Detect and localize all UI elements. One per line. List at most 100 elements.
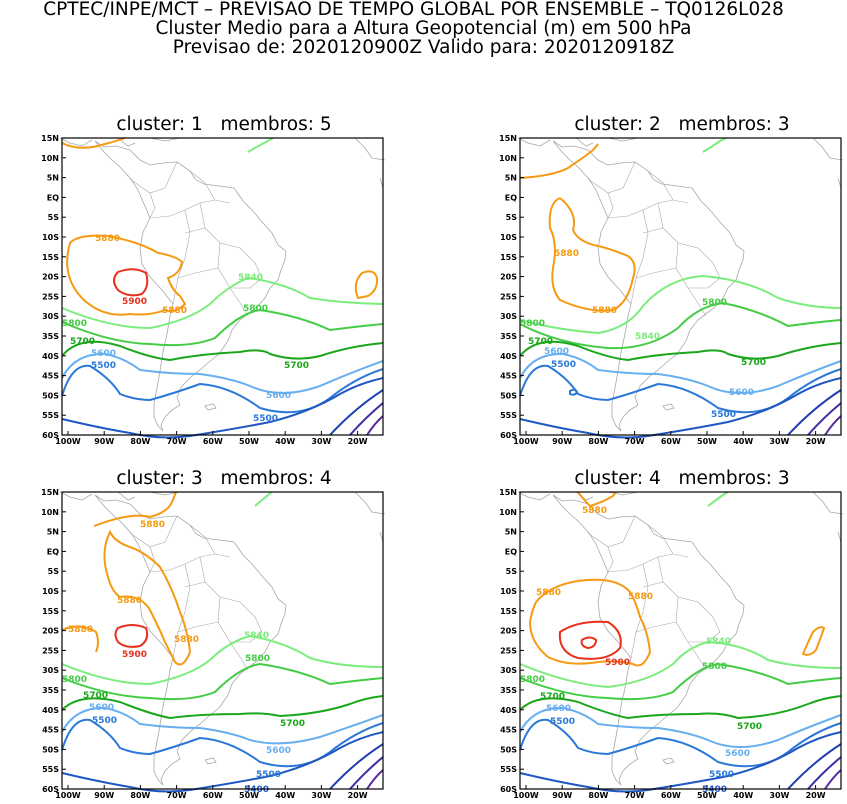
contour-5400 bbox=[519, 377, 842, 439]
contour-5600 bbox=[519, 706, 842, 748]
lon-tick-label: 80W bbox=[588, 437, 608, 446]
contour-label: 5800 bbox=[702, 298, 727, 308]
contour-label: 5500 bbox=[551, 360, 576, 370]
lon-tick-label: 40W bbox=[733, 437, 753, 446]
contour-label: 5800 bbox=[243, 304, 268, 314]
contour-5880-center bbox=[548, 197, 636, 312]
contour-5880-north bbox=[519, 143, 599, 179]
contour-5200 bbox=[349, 402, 384, 436]
contour-label: 5600 bbox=[729, 388, 754, 398]
contour-5200 bbox=[807, 756, 842, 790]
contour-5100 bbox=[366, 769, 384, 790]
lat-tick-label: 40S bbox=[42, 352, 59, 361]
lat-tick-label: 25S bbox=[500, 292, 517, 301]
contour-label: 5900 bbox=[122, 650, 147, 660]
contour-5900 bbox=[558, 620, 622, 660]
contour-5880-east bbox=[801, 626, 826, 656]
contour-label: 5500 bbox=[91, 361, 116, 371]
lat-tick-label: 5N bbox=[505, 174, 517, 183]
contour-5400 bbox=[61, 731, 384, 793]
contour-label: 5840 bbox=[706, 637, 731, 647]
lon-tick-label: 40W bbox=[733, 791, 753, 800]
contour-label: 5600 bbox=[725, 749, 750, 759]
lon-axis: 100W 90W 80W 70W 60W 50W 40W 30W 20W bbox=[55, 431, 368, 446]
contour-5700 bbox=[61, 340, 384, 362]
lat-tick-label: 5N bbox=[47, 174, 59, 183]
lat-axis: 15N 10N 5N EQ 5S 10S 15S 20S 25S 30S 35S 40S 45S 50S 5… bbox=[499, 488, 524, 794]
lat-tick-label: 20S bbox=[500, 627, 517, 636]
contour-label: 5700 bbox=[741, 358, 766, 368]
contour-label: 5900 bbox=[605, 658, 630, 668]
contour-5400 bbox=[519, 731, 842, 793]
contour-label: 5600 bbox=[266, 391, 291, 401]
header-subtitle-line: Cluster Medio para a Altura Geopotencial… bbox=[155, 18, 692, 39]
lat-tick-label: 15N bbox=[41, 134, 59, 143]
contour-label: 5880 bbox=[68, 625, 93, 635]
contour-5500 bbox=[61, 364, 384, 414]
lat-tick-label: 15S bbox=[42, 253, 59, 262]
contour-5600 bbox=[61, 706, 384, 745]
contour-5200 bbox=[807, 402, 842, 436]
contour-5200 bbox=[349, 756, 384, 790]
map-frame bbox=[519, 137, 842, 436]
contour-5880-center bbox=[528, 578, 652, 667]
south-america-coast bbox=[552, 140, 745, 432]
contour-label: 5880 bbox=[582, 506, 607, 516]
contour-label: 5880 bbox=[592, 306, 617, 316]
lat-tick-label: 10N bbox=[41, 154, 59, 163]
lon-tick-label: 40W bbox=[275, 437, 295, 446]
lat-tick-label: 15N bbox=[499, 134, 517, 143]
contour-label: 5700 bbox=[540, 692, 565, 702]
lat-tick-label: 15N bbox=[41, 488, 59, 497]
contour-labels: 5900 5880 5880 5840 5800 5800 5700 5700 … bbox=[62, 234, 309, 424]
lon-tick-label: 100W bbox=[513, 791, 539, 800]
falklands bbox=[204, 757, 217, 765]
lat-tick-label: 45S bbox=[42, 726, 59, 735]
contour-label: 5880 bbox=[174, 635, 199, 645]
lat-tick-label: 55S bbox=[42, 411, 59, 420]
contour-5800 bbox=[519, 662, 842, 701]
contour-label: 5800 bbox=[520, 319, 545, 329]
panel-1-title: cluster: 1 membros: 5 bbox=[116, 114, 332, 135]
contour-label: 5880 bbox=[536, 588, 561, 598]
lat-axis: 15N 10N 5N EQ 5S 10S 15S 20S 25S 30S 35S 40S 45S 50S 5… bbox=[41, 488, 66, 794]
lon-tick-label: 30W bbox=[769, 437, 789, 446]
contour-label: 5700 bbox=[70, 337, 95, 347]
contour-label: 5400 bbox=[244, 785, 269, 795]
lon-tick-label: 50W bbox=[697, 437, 717, 446]
lat-tick-label: 20S bbox=[42, 273, 59, 282]
contour-label: 5800 bbox=[520, 675, 545, 685]
panel-2-map: 5880 5880 5840 5800 5800 5700 5700 5600 … bbox=[499, 134, 844, 446]
contour-label: 5600 bbox=[91, 349, 116, 359]
contour-5800 bbox=[519, 301, 842, 350]
contour-5840-north bbox=[702, 137, 727, 153]
country-borders bbox=[129, 161, 263, 317]
contour-label: 5500 bbox=[550, 717, 575, 727]
lon-tick-label: 80W bbox=[130, 791, 150, 800]
contour-label: 5700 bbox=[528, 337, 553, 347]
contour-label: 5700 bbox=[284, 361, 309, 371]
lat-tick-label: 15S bbox=[500, 253, 517, 262]
falklands bbox=[662, 757, 675, 765]
lat-tick-label: EQ bbox=[47, 193, 59, 202]
lon-tick-label: 30W bbox=[311, 791, 331, 800]
lat-tick-label: 10N bbox=[41, 508, 59, 517]
contour-5800 bbox=[61, 662, 384, 701]
contour-label: 5400 bbox=[702, 785, 727, 795]
lon-tick-label: 50W bbox=[239, 437, 259, 446]
central-america-coast bbox=[59, 491, 181, 501]
lon-tick-label: 70W bbox=[167, 437, 187, 446]
lon-tick-label: 90W bbox=[552, 437, 572, 446]
lat-axis: 15N 10N 5N EQ 5S 10S 15S 20S 25S 30S 35S 40S 45S 50S 5… bbox=[499, 134, 524, 440]
lat-tick-label: 20S bbox=[42, 627, 59, 636]
lat-tick-label: EQ bbox=[47, 547, 59, 556]
contour-5700 bbox=[519, 340, 842, 362]
lat-tick-label: 50S bbox=[500, 745, 517, 754]
lat-tick-label: 55S bbox=[500, 411, 517, 420]
contour-layer bbox=[519, 137, 842, 439]
map-frame bbox=[519, 491, 842, 790]
africa-coast bbox=[812, 137, 844, 189]
coastline-layer bbox=[59, 137, 386, 432]
lon-axis: 100W 90W 80W 70W 60W 50W 40W 30W 20W bbox=[55, 785, 368, 800]
contour-5900 bbox=[113, 268, 149, 297]
